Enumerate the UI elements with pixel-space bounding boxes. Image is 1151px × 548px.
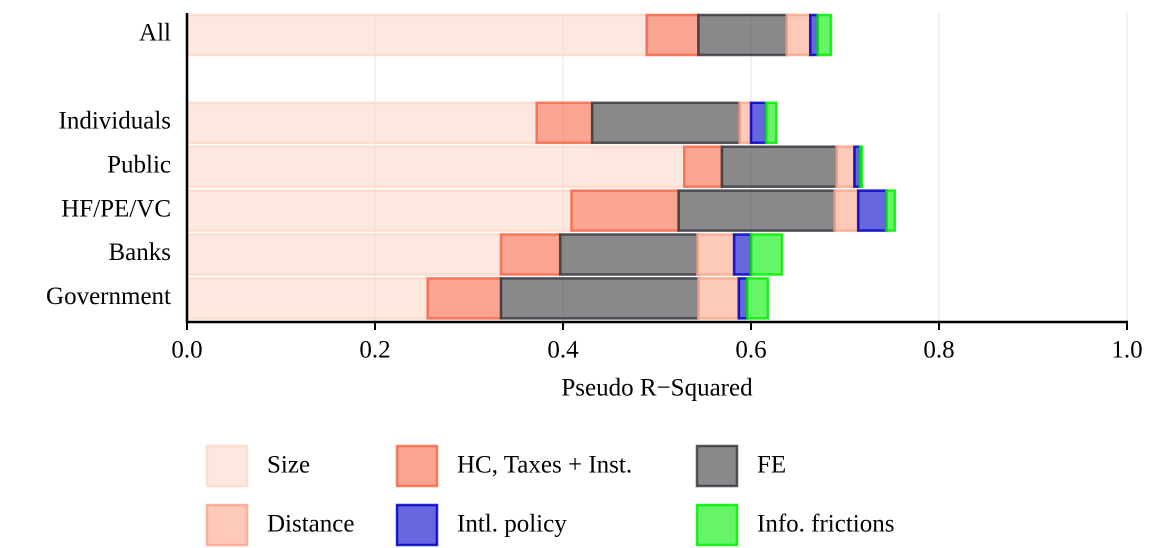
bar-segment bbox=[558, 233, 699, 276]
bar-segment bbox=[683, 145, 724, 188]
legend-label: FE bbox=[757, 452, 786, 479]
bar-segment bbox=[185, 145, 686, 188]
legend-label: Size bbox=[267, 452, 310, 479]
legend-swatch bbox=[695, 444, 739, 488]
legend-swatch bbox=[395, 503, 439, 547]
bar-segment bbox=[835, 145, 856, 188]
x-tick-label: 0.2 bbox=[359, 337, 390, 364]
bar-segment bbox=[720, 145, 838, 188]
x-tick-label: 0.6 bbox=[735, 337, 766, 364]
bar-segment bbox=[697, 277, 741, 320]
bar-segment bbox=[185, 101, 538, 145]
x-tick-label: 0.4 bbox=[547, 337, 579, 364]
bar-segment bbox=[645, 13, 700, 57]
bar-segment bbox=[499, 277, 700, 320]
bar-segment bbox=[833, 189, 860, 232]
bar-segment bbox=[185, 277, 429, 320]
bar-segment bbox=[885, 189, 897, 232]
bar-segment bbox=[535, 101, 594, 145]
bar-segment bbox=[749, 233, 784, 276]
x-tick-label: 0.0 bbox=[171, 337, 202, 364]
y-tick-label: All bbox=[139, 20, 171, 47]
legend-label: Info. frictions bbox=[757, 511, 894, 538]
bar-segment bbox=[426, 277, 503, 320]
y-tick-label: Government bbox=[46, 283, 171, 310]
bar-segment bbox=[499, 233, 562, 276]
bar-segment bbox=[697, 13, 788, 57]
y-tick-label: Banks bbox=[109, 239, 172, 266]
bar-segment bbox=[590, 101, 741, 145]
bar-segment bbox=[677, 189, 836, 232]
bar-segment bbox=[185, 13, 648, 57]
bar-segment bbox=[816, 13, 833, 57]
bar-segment bbox=[737, 277, 749, 320]
bar-segment bbox=[570, 189, 680, 232]
bar-segment bbox=[785, 13, 812, 57]
legend-swatch bbox=[695, 503, 739, 547]
bar-segment bbox=[858, 145, 864, 188]
x-tick-label: 1.0 bbox=[1111, 337, 1142, 364]
legend-swatch bbox=[205, 503, 249, 547]
bar-segment bbox=[745, 277, 770, 320]
bar-segment bbox=[764, 101, 778, 145]
x-axis-label: Pseudo R−Squared bbox=[561, 375, 753, 402]
x-tick-label: 0.8 bbox=[923, 337, 954, 364]
legend-swatch bbox=[205, 444, 249, 488]
y-tick-label: Individuals bbox=[59, 108, 172, 135]
bar-segment bbox=[732, 233, 753, 276]
y-tick-label: Public bbox=[107, 151, 171, 178]
bar-segment bbox=[749, 101, 768, 145]
bar-segment bbox=[185, 189, 573, 232]
bar-segment bbox=[696, 233, 736, 276]
y-tick-label: HF/PE/VC bbox=[61, 195, 171, 222]
bar-segment bbox=[185, 233, 503, 276]
bar-segment bbox=[856, 189, 888, 232]
legend-label: Distance bbox=[267, 511, 354, 538]
legend-label: Intl. policy bbox=[457, 511, 567, 538]
bar-segment bbox=[738, 101, 753, 145]
legend-label: HC, Taxes + Inst. bbox=[457, 452, 632, 479]
legend-swatch bbox=[395, 444, 439, 488]
